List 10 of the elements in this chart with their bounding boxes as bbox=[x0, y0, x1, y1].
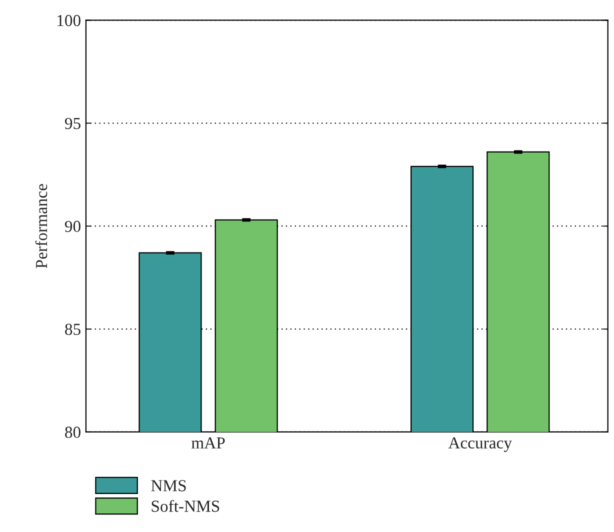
y-tick-label: 95 bbox=[64, 118, 80, 130]
y-axis-title: Performance bbox=[35, 184, 48, 268]
y-tick-label: 100 bbox=[58, 14, 80, 26]
y-tick-label: 80 bbox=[65, 426, 80, 438]
legend-label: NMS bbox=[151, 480, 186, 492]
legend-label: Soft-NMS bbox=[152, 500, 220, 512]
y-tick-label: 90 bbox=[64, 220, 80, 232]
y-tick-label: 85 bbox=[65, 324, 80, 335]
x-tick-label: mAP bbox=[191, 437, 225, 448]
x-tick-label: Accuracy bbox=[448, 437, 512, 452]
